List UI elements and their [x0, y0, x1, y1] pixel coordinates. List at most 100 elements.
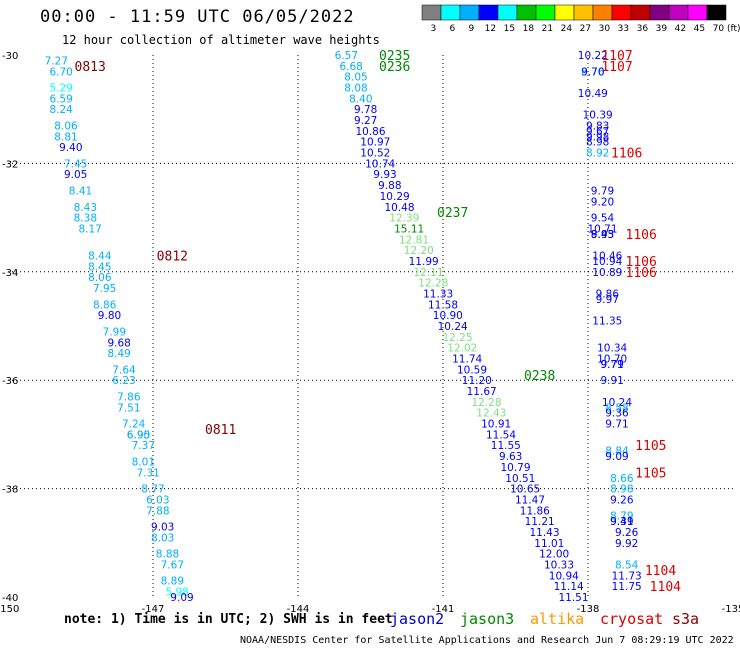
time-label-cryosat: 1104: [650, 580, 681, 595]
data-point-jason3: 11.21: [525, 516, 555, 528]
data-point-jason3: 9.27: [354, 115, 377, 127]
color-scale-swatch: [421, 4, 442, 21]
data-point-s3a: 6.95: [127, 429, 150, 441]
time-label-cryosat: 1107: [601, 60, 632, 75]
data-point-s3a: 7.67: [161, 559, 184, 571]
time-label-jason3: 0237: [437, 206, 468, 221]
data-point-cryosat: 10.94: [592, 256, 622, 268]
data-point-cryosat: 8.58: [605, 402, 628, 414]
data-point-s3a: 8.41: [69, 186, 92, 198]
x-tick-label: -144: [287, 604, 310, 615]
data-point-jason3: 6.68: [339, 61, 362, 73]
y-tick-label: -36: [2, 376, 18, 387]
time-label-cryosat: 1104: [645, 564, 676, 579]
data-point-cryosat: 10.34: [597, 343, 627, 355]
data-point-s3a: 9.03: [151, 522, 174, 534]
data-point-s3a: 7.24: [122, 419, 146, 431]
data-point-cryosat: 9.83: [586, 120, 609, 132]
data-point-cryosat: 9.67: [586, 126, 609, 138]
data-point-s3a: 9.80: [98, 310, 121, 322]
data-point-s3a: 9.09: [170, 592, 193, 604]
data-point-jason3: 10.24: [438, 321, 468, 333]
data-point-jason3: 15.11: [394, 223, 424, 235]
data-point-cryosat: 9.79: [600, 359, 623, 371]
color-scale-swatch: [459, 4, 480, 21]
data-point-jason3: 11.99: [409, 256, 439, 268]
color-scale-tick: 6: [450, 24, 456, 34]
time-label-cryosat: 1105: [635, 466, 666, 481]
data-point-jason3: 8.40: [349, 93, 372, 105]
data-point-cryosat: 11.73: [612, 570, 642, 582]
data-point-jason3: 10.90: [433, 310, 463, 322]
data-point-jason3: 11.55: [491, 440, 521, 452]
x-tick-label: -135: [722, 604, 740, 615]
y-tick-label: -34: [2, 268, 18, 279]
data-point-cryosat: 9.98: [586, 131, 609, 143]
data-point-s3a: 8.89: [161, 576, 184, 588]
data-point-jason3: 9.93: [373, 169, 396, 181]
data-point-jason3: 11.01: [534, 538, 564, 550]
data-point-jason3: 11.51: [558, 592, 588, 604]
data-point-s3a: 6.23: [112, 375, 135, 387]
color-scale-swatch: [535, 4, 556, 21]
color-scale-tick: 3: [431, 24, 437, 34]
legend-item-jason3: jason3: [460, 610, 515, 628]
data-point-s3a: 7.31: [136, 467, 159, 479]
color-scale-tick: 12: [485, 24, 496, 34]
data-point-s3a: 8.86: [93, 299, 117, 311]
x-tick-label: -141: [432, 604, 455, 615]
data-point-cryosat: 9.71: [605, 419, 628, 431]
color-scale-swatch: [687, 4, 708, 21]
data-point-jason3: 12.20: [404, 245, 434, 257]
color-scale-swatch: [706, 4, 727, 21]
color-scale-swatch: [573, 4, 594, 21]
data-point-cryosat: 9.20: [591, 196, 614, 208]
data-point-s3a: 8.24: [49, 104, 73, 116]
chart-subtitle: 12 hour collection of altimeter wave hei…: [62, 33, 380, 47]
data-point-jason3: 12.00: [539, 549, 569, 561]
data-point-cryosat: 10.22: [578, 50, 608, 62]
color-scale-tick: 15: [504, 24, 515, 34]
data-point-cryosat: 8.79: [610, 511, 633, 523]
data-point-cryosat: 10.39: [583, 110, 613, 122]
data-point-s3a: 8.49: [107, 348, 130, 360]
data-point-jason3: 11.14: [554, 581, 584, 593]
data-point-s3a: 7.51: [117, 402, 140, 414]
legend-item-cryosat: cryosat: [600, 610, 664, 628]
data-point-jason3: 10.59: [457, 364, 487, 376]
data-point-jason3: 10.97: [360, 137, 390, 149]
color-scale-swatch: [649, 4, 670, 21]
data-point-jason3: 12.02: [447, 343, 477, 355]
data-point-s3a: 9.05: [64, 169, 87, 181]
time-label-s3a: 0811: [205, 423, 236, 438]
time-label-cryosat: 1105: [635, 439, 666, 454]
data-point-cryosat: 8.95: [591, 229, 614, 241]
data-point-jason3: 10.48: [384, 202, 414, 214]
color-scale-swatch: [554, 4, 575, 21]
data-point-jason3: 8.08: [344, 83, 367, 95]
color-scale-tick: 39: [656, 24, 668, 34]
data-point-s3a: 6.59: [49, 93, 72, 105]
data-point-jason3: 10.33: [544, 559, 574, 571]
data-point-cryosat: 9.39: [610, 516, 633, 528]
data-point-s3a: 6.90: [127, 429, 150, 441]
color-scale-tick: 70: [713, 24, 725, 34]
data-point-s3a: 7.37: [132, 440, 155, 452]
data-point-jason3: 11.67: [467, 386, 497, 398]
data-point-jason3: 10.86: [355, 126, 385, 138]
color-scale-tick: 30: [599, 24, 611, 34]
data-point-jason3: 11.47: [515, 494, 545, 506]
data-point-jason3: 12.39: [389, 213, 419, 225]
color-scale-unit: (ft): [727, 24, 740, 34]
color-scale-swatch: [516, 4, 537, 21]
data-point-cryosat: 10.24: [602, 397, 632, 409]
data-point-jason3: 11.74: [452, 354, 482, 366]
data-point-jason3: 11.20: [462, 375, 492, 387]
data-point-cryosat: 8.84: [605, 446, 629, 458]
data-point-jason3: 12.43: [476, 408, 506, 420]
color-scale-swatch: [668, 4, 689, 21]
color-scale-tick: 42: [675, 24, 686, 34]
data-point-jason3: 10.94: [549, 570, 579, 582]
data-point-jason3: 8.05: [344, 72, 367, 84]
